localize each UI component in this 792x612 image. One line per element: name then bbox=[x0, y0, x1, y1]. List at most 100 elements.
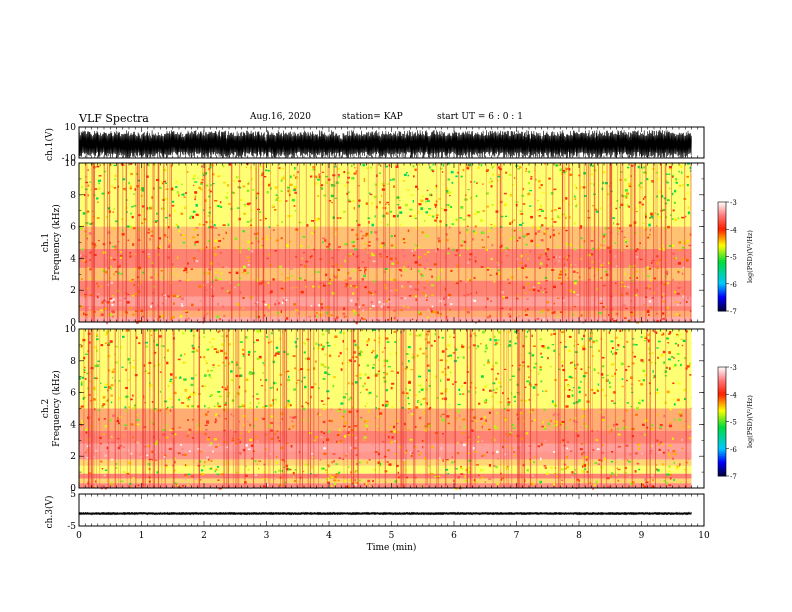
spectrogram-cell bbox=[212, 173, 215, 176]
spectrogram-cell bbox=[389, 278, 392, 281]
spectrogram-cell bbox=[354, 248, 358, 251]
spectrogram-cell bbox=[553, 483, 556, 486]
spectrogram-cell bbox=[447, 344, 451, 347]
spectrogram-cell bbox=[403, 422, 406, 426]
spectrogram-cell bbox=[263, 471, 266, 473]
spectrogram-cell bbox=[181, 183, 183, 186]
spectrogram-cell bbox=[222, 237, 225, 240]
spectrogram-cell bbox=[324, 469, 328, 472]
spectrogram-cell bbox=[186, 464, 189, 467]
spectrogram-cell bbox=[441, 171, 444, 173]
spectrogram-cell bbox=[610, 350, 613, 353]
spectrogram-cell bbox=[105, 331, 109, 334]
spectrogram-cell bbox=[452, 352, 456, 354]
spectrogram-cell bbox=[449, 195, 451, 197]
spectrogram-cell bbox=[555, 421, 559, 423]
spectrogram-cell bbox=[667, 333, 671, 335]
spectrogram-cell bbox=[210, 369, 214, 372]
spectrogram-cell bbox=[663, 414, 665, 418]
spectrogram-cell bbox=[623, 285, 627, 288]
spectrogram-cell bbox=[495, 262, 498, 265]
spectrogram-cell bbox=[433, 263, 437, 266]
spectrogram-cell bbox=[561, 479, 564, 481]
spectrogram-cell bbox=[214, 405, 216, 407]
spectrogram-cell bbox=[224, 484, 227, 486]
spectrogram-cell bbox=[268, 183, 271, 187]
spectrogram-cell bbox=[681, 241, 683, 243]
spectrogram-cell bbox=[230, 379, 234, 382]
spectrogram-cell bbox=[402, 249, 405, 251]
spectrogram-cell bbox=[538, 372, 540, 375]
spectrogram-cell bbox=[531, 334, 533, 338]
spectrogram-cell bbox=[174, 376, 177, 379]
spectrogram-cell bbox=[334, 317, 338, 320]
spectrogram-cell bbox=[400, 270, 403, 272]
spectrogram-cell bbox=[206, 421, 210, 424]
spectrogram-cell bbox=[228, 343, 232, 346]
spectrogram-cell bbox=[205, 289, 208, 291]
spectrogram-cell bbox=[498, 269, 500, 272]
spectrogram-cell bbox=[103, 170, 107, 173]
spectrogram-cell bbox=[415, 227, 419, 230]
spectrogram-cell bbox=[536, 209, 540, 212]
spectrogram-cell bbox=[322, 345, 326, 348]
spectrogram-cell bbox=[282, 299, 286, 302]
spectrogram-cell bbox=[264, 433, 267, 436]
spectrogram-cell bbox=[370, 231, 373, 234]
spectrogram-cell bbox=[290, 445, 293, 448]
spectrogram-cell bbox=[622, 420, 625, 422]
spectrogram-cell bbox=[601, 466, 604, 469]
spectrogram-cell bbox=[636, 462, 640, 465]
spectrogram-cell bbox=[371, 254, 375, 257]
spectrogram-cell bbox=[358, 269, 362, 272]
spectrogram-cell bbox=[384, 404, 388, 407]
spectrogram-cell bbox=[650, 361, 653, 364]
spectrogram-cell bbox=[613, 391, 616, 394]
spectrogram-cell bbox=[166, 361, 169, 365]
spectrogram-cell bbox=[301, 419, 305, 421]
spectrogram-cell bbox=[446, 415, 450, 418]
spectrogram-cell bbox=[668, 470, 671, 473]
spectrogram-cell bbox=[131, 294, 135, 297]
spectrogram-cell bbox=[221, 287, 224, 290]
spectrogram-cell bbox=[581, 452, 584, 456]
spectrogram-cell bbox=[540, 262, 543, 265]
spectrogram-cell bbox=[223, 352, 227, 355]
spectrogram-cell bbox=[493, 465, 496, 467]
spectrogram-cell bbox=[407, 189, 410, 191]
spectrogram-cell bbox=[202, 173, 206, 177]
spectrogram-cell bbox=[656, 312, 659, 315]
spectrogram-cell bbox=[665, 270, 669, 274]
spectrogram-cell bbox=[687, 163, 690, 165]
spectrogram-cell bbox=[615, 423, 619, 426]
spectrogram-cell bbox=[179, 315, 183, 318]
spectrogram-cell bbox=[364, 272, 366, 275]
spectrogram-cell bbox=[627, 460, 632, 463]
spectrogram-cell bbox=[308, 419, 311, 422]
spectrogram-cell bbox=[432, 310, 436, 314]
spectrogram-cell bbox=[397, 471, 400, 475]
spectrogram-cell bbox=[110, 265, 112, 268]
spectrogram-cell bbox=[151, 458, 154, 461]
spectrogram-cell bbox=[276, 388, 278, 391]
spectrogram-cell bbox=[468, 346, 470, 349]
spectrogram-cell bbox=[247, 183, 250, 185]
spectrogram-cell bbox=[327, 464, 330, 467]
spectrogram-cell bbox=[385, 431, 388, 433]
spectrogram-cell bbox=[176, 295, 180, 298]
spectrogram-cell bbox=[353, 172, 357, 175]
spectrogram-cell bbox=[79, 305, 83, 308]
spectrogram-cell bbox=[299, 264, 303, 266]
spectrogram-cell bbox=[425, 211, 428, 214]
spectrogram-cell bbox=[513, 451, 515, 453]
spectrogram-cell bbox=[630, 376, 633, 380]
spectrogram-cell bbox=[274, 303, 277, 306]
spectrogram-cell bbox=[658, 448, 661, 451]
spectrogram-cell bbox=[387, 211, 389, 214]
spectrogram-cell bbox=[302, 470, 305, 473]
spectrogram-cell bbox=[281, 177, 285, 180]
spectrogram-cell bbox=[355, 220, 358, 223]
spectrogram-cell bbox=[245, 272, 248, 275]
spectrogram-cell bbox=[322, 441, 325, 444]
spectrogram-cell bbox=[320, 187, 323, 190]
